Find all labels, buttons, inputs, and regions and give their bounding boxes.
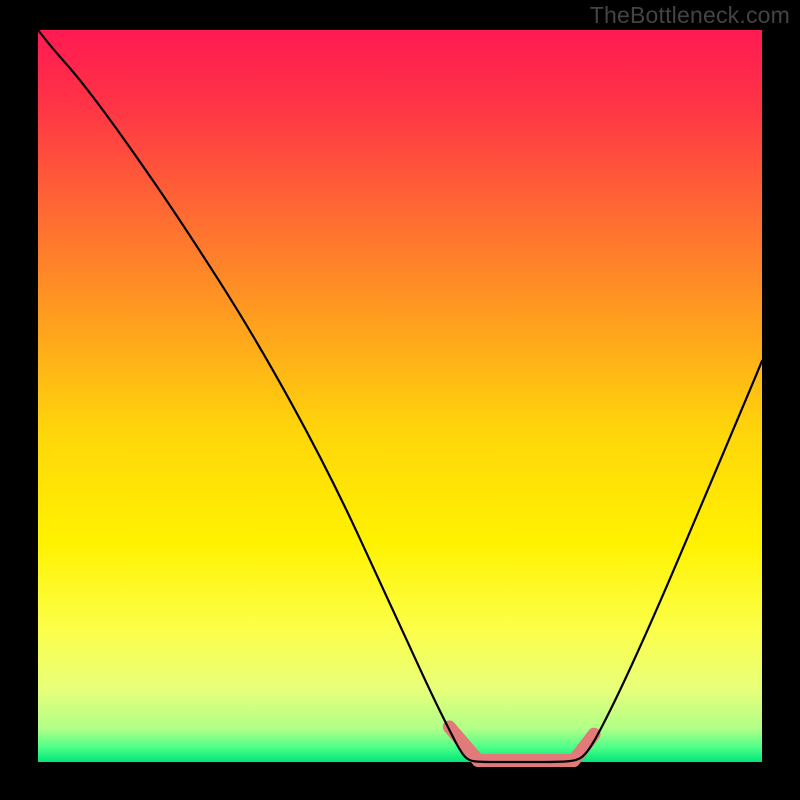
gradient-background: [38, 30, 762, 762]
watermark-text: TheBottleneck.com: [590, 2, 790, 29]
bottleneck-chart-svg: [0, 0, 800, 800]
bottleneck-chart-container: TheBottleneck.com: [0, 0, 800, 800]
